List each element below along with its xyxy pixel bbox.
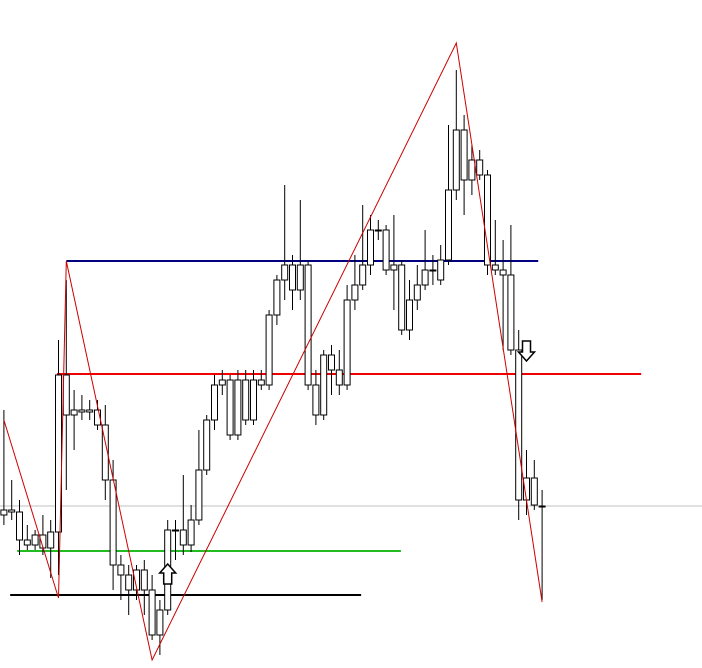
candle-body xyxy=(148,589,156,636)
candles xyxy=(0,70,546,655)
candle-body xyxy=(211,384,218,421)
candle-body xyxy=(507,274,515,351)
candle-body xyxy=(31,534,39,546)
candle-body xyxy=(374,229,382,232)
candle-body xyxy=(62,374,70,416)
zigzag-line xyxy=(3,41,543,662)
candle-body xyxy=(312,384,320,416)
candle-body xyxy=(452,129,460,191)
candle-body xyxy=(242,379,250,421)
signal-arrow xyxy=(516,340,537,363)
candle-body xyxy=(421,269,429,286)
candle-body xyxy=(351,284,359,301)
candle-body xyxy=(250,379,257,421)
candle-body xyxy=(101,424,109,481)
candle-body xyxy=(343,299,351,386)
candle-body xyxy=(226,379,234,436)
candle-body xyxy=(296,264,304,291)
candle-body xyxy=(335,369,343,386)
candle-body xyxy=(156,609,164,636)
candle-body xyxy=(94,409,101,426)
candle-body xyxy=(476,159,484,176)
candle-body xyxy=(281,264,289,281)
candle-body xyxy=(468,159,476,181)
candle-body xyxy=(499,269,507,276)
candle-body xyxy=(8,509,16,513)
candle-body xyxy=(257,379,265,386)
candle-body xyxy=(117,564,125,576)
candle-body xyxy=(234,379,242,436)
candle-body xyxy=(109,479,117,566)
candle-body xyxy=(218,379,226,386)
candle-body xyxy=(398,264,406,331)
candle-body xyxy=(382,229,390,271)
candle-body xyxy=(491,264,499,271)
candle-body xyxy=(460,129,468,181)
candle-body xyxy=(406,299,413,331)
candle-body xyxy=(359,264,367,286)
candle-body xyxy=(304,264,312,386)
candle-body xyxy=(530,477,538,506)
candle-body xyxy=(47,531,55,549)
candle-body xyxy=(70,409,78,416)
candle-body xyxy=(265,314,273,386)
candle-body xyxy=(538,505,546,508)
candle-body xyxy=(328,354,335,371)
candle-body xyxy=(0,509,8,516)
candle-body xyxy=(289,264,296,291)
candle-body xyxy=(140,569,148,591)
candle-body xyxy=(413,284,421,301)
candle-body xyxy=(23,539,31,546)
candle-body xyxy=(78,409,86,413)
candle-body xyxy=(187,519,195,546)
candle-body xyxy=(390,264,398,271)
candle-body xyxy=(172,529,179,532)
candle-body xyxy=(367,229,374,266)
candle-body xyxy=(273,279,281,316)
candle-body xyxy=(445,189,452,261)
candle-body xyxy=(484,174,491,266)
candle-body xyxy=(515,349,523,501)
levels xyxy=(0,260,702,596)
candle-body xyxy=(429,269,437,272)
candle-body xyxy=(179,529,187,546)
candle-body xyxy=(195,469,203,521)
signal-arrow xyxy=(158,562,178,585)
candle-body xyxy=(437,259,445,281)
candle-body xyxy=(320,354,328,416)
candle-body xyxy=(125,574,133,591)
candle-body xyxy=(16,511,23,541)
candle-body xyxy=(86,409,94,413)
candle-body xyxy=(133,569,140,591)
candle-body xyxy=(203,419,211,471)
